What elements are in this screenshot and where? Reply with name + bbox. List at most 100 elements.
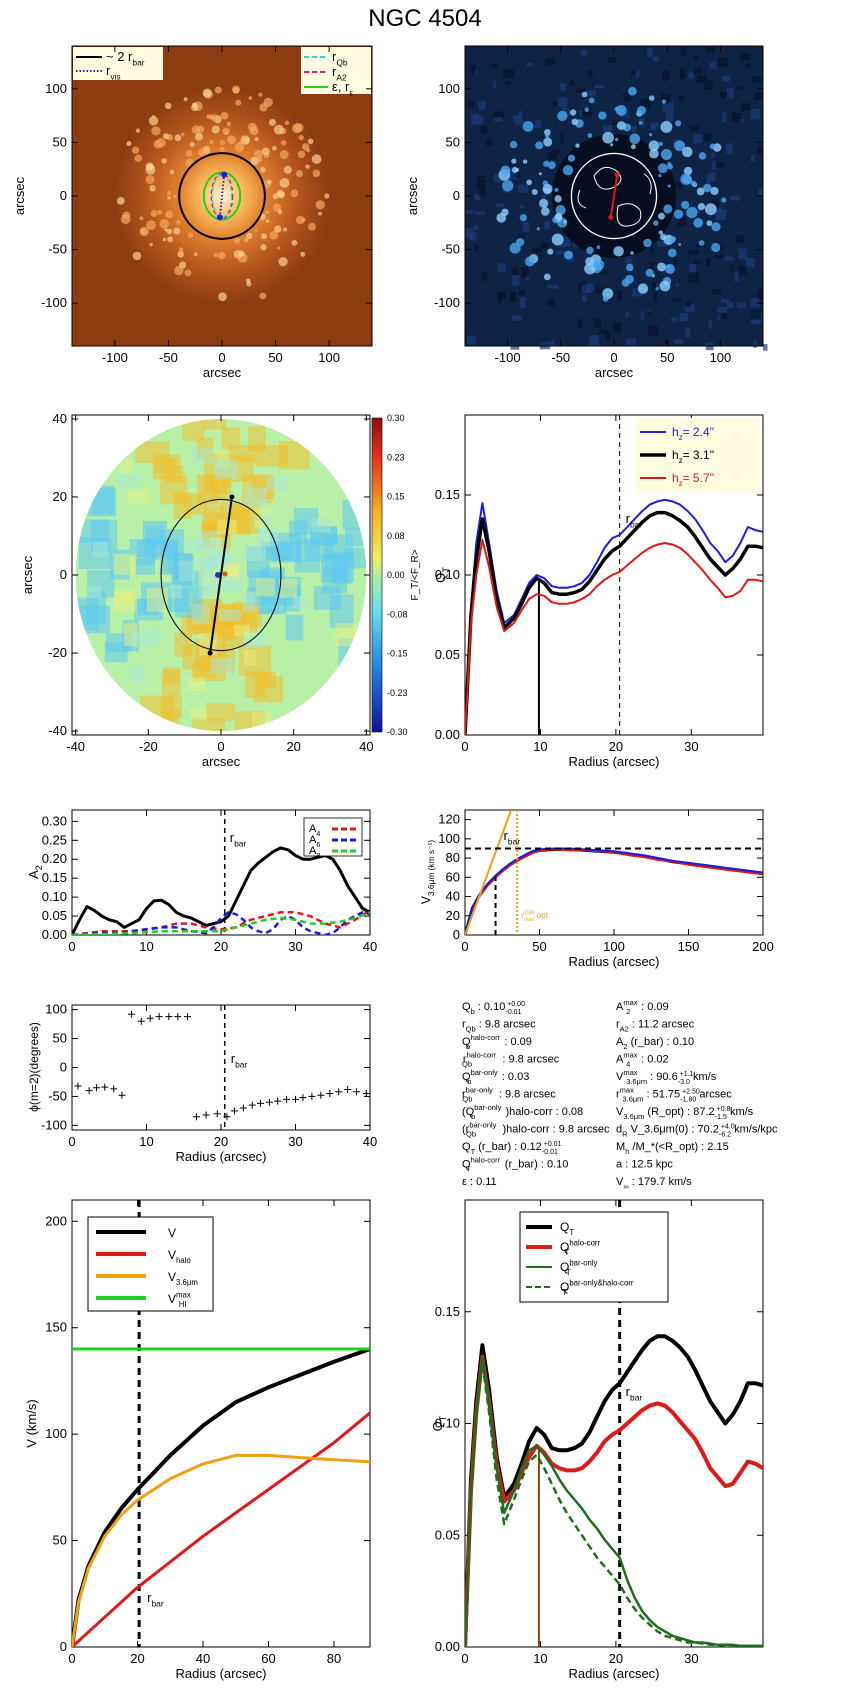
star-knot: [280, 140, 287, 146]
noise-patch: [725, 143, 733, 155]
residual-knot: [693, 218, 704, 228]
star-knot: [261, 147, 270, 156]
star-knot: [283, 165, 292, 174]
x-axis-label: arcsec: [202, 754, 241, 769]
residual-knot: [522, 159, 528, 164]
noise-patch: [617, 290, 622, 301]
residual-knot: [665, 263, 675, 274]
star-knot: [222, 127, 230, 135]
star-knot: [191, 102, 198, 108]
map-patch: [198, 574, 213, 598]
noise-patch: [722, 111, 727, 123]
star-knot: [198, 148, 207, 157]
y-tick-label: 0.15: [435, 487, 460, 502]
plot-area: [72, 810, 370, 935]
y-tick-label: 150: [45, 1320, 67, 1335]
qt-corrections: 0 10 20 30 0.00 0.05 0.10 0.15 Radius (arcsec) QT…: [430, 1199, 764, 1681]
map-patch: [133, 632, 151, 648]
residual-knot: [585, 257, 594, 266]
residual-knot: [602, 296, 609, 302]
legend-label: Qhalo-corr T: [560, 1239, 601, 1258]
noise-patch: [507, 168, 517, 180]
residual-knot: [547, 248, 554, 255]
residual-knot: [660, 233, 667, 241]
noise-patch: [751, 310, 762, 320]
star-knot: [278, 257, 288, 267]
y-tick-label: 200: [45, 1213, 67, 1228]
residual-knot: [711, 242, 721, 253]
residual-knot: [710, 186, 719, 196]
legend-label: rQb: [332, 49, 348, 68]
star-knot: [290, 189, 299, 198]
y-tick-label: 0.15: [435, 1304, 460, 1319]
residual-knot: [721, 197, 727, 203]
noise-patch: [478, 101, 486, 110]
star-knot: [166, 228, 173, 235]
map-patch: [191, 448, 214, 463]
star-knot: [312, 169, 321, 178]
x-tick-label: 0: [218, 350, 225, 365]
star-knot: [213, 252, 219, 258]
star-knot: [146, 220, 156, 230]
phase-point: [344, 1085, 352, 1093]
y-tick-label: 50: [53, 1533, 67, 1548]
star-knot: [176, 220, 181, 225]
x-tick-label: 0: [68, 939, 75, 954]
colorbar-tick-label: 0.15: [387, 492, 405, 502]
map-patch: [187, 677, 206, 692]
bar-end: [207, 650, 213, 656]
x-tick-label: 50: [532, 939, 546, 954]
noise-patch: [757, 146, 762, 154]
table-entry: Amax 4 : 0.02: [616, 1051, 669, 1069]
noise-patch: [680, 68, 685, 79]
x-tick-label: 10: [533, 739, 547, 754]
rvis-line: [218, 174, 226, 218]
x-tick-label: 10: [139, 939, 153, 954]
star-knot: [291, 123, 302, 134]
star-knot: [272, 203, 282, 212]
map-patch: [270, 541, 301, 563]
residual-knot: [663, 204, 673, 214]
star-knot: [126, 141, 132, 147]
map-patch: [165, 465, 184, 483]
map-patch: [128, 489, 150, 503]
residual-knot: [509, 242, 521, 254]
x-tick-label: 80: [327, 1651, 341, 1666]
noise-patch: [547, 299, 555, 307]
qt-profile: 0 10 20 30 0.00 0.05 0.10 0.15 Radius (arcsec) QT…: [433, 414, 764, 769]
x-tick-label: 10: [139, 1134, 153, 1149]
bar-end: [216, 214, 223, 221]
star-knot: [134, 154, 143, 163]
colorbar-tick-label: 0.23: [387, 452, 405, 462]
residual-knot: [581, 91, 588, 98]
noise-patch: [741, 103, 751, 111]
map-patch: [86, 585, 102, 599]
legend-label: rvis: [106, 63, 121, 82]
noise-patch: [715, 209, 726, 220]
y-tick-label: -20: [48, 645, 67, 660]
x-tick-label: 0: [217, 739, 224, 754]
x-axis-label: Radius (arcsec): [568, 954, 659, 969]
star-knot: [149, 242, 153, 247]
noise-patch: [738, 265, 747, 276]
legend-label: ε, rε: [332, 79, 353, 98]
star-knot: [148, 116, 159, 126]
star-knot: [173, 227, 181, 235]
star-knot: [305, 164, 310, 169]
residual-knot: [554, 195, 562, 203]
y-tick-label: -100: [434, 295, 460, 310]
phase-point: [128, 1010, 136, 1018]
map-patch: [266, 476, 287, 491]
residual-knot: [511, 166, 518, 173]
residual-knot: [668, 248, 677, 258]
x-tick-label: 50: [268, 350, 282, 365]
series-QT-bar-only-halo: [465, 1361, 763, 1647]
residual-knot: [586, 246, 594, 255]
residual-knot: [584, 107, 590, 113]
noise-patch: [685, 326, 691, 338]
residual-knot: [657, 163, 668, 174]
colorbar-tick-label: -0.30: [387, 727, 408, 737]
noise-patch: [520, 204, 525, 209]
star-knot: [132, 251, 142, 261]
table-entry: V∞ : 179.7 km/s: [616, 1176, 692, 1191]
